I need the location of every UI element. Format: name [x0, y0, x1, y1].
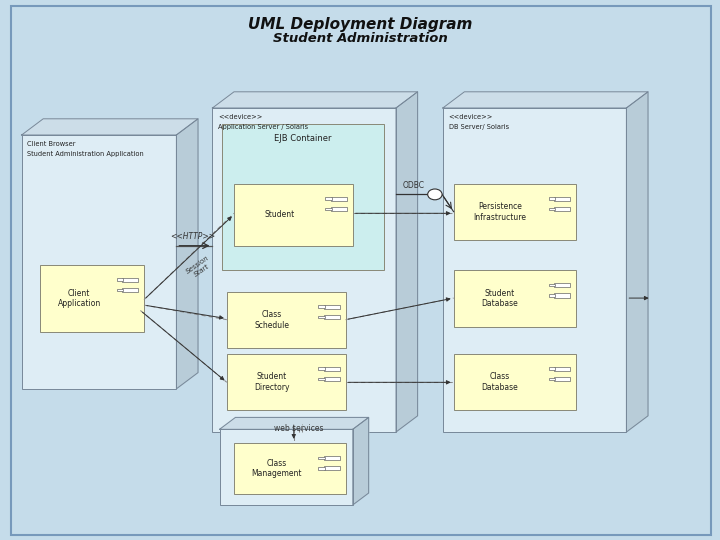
Text: UML Deployment Diagram: UML Deployment Diagram — [248, 17, 472, 32]
Text: Student
Directory: Student Directory — [254, 373, 289, 392]
Text: Client Browser: Client Browser — [27, 141, 76, 147]
Bar — [318, 368, 325, 370]
Bar — [212, 108, 396, 432]
Bar — [554, 197, 570, 201]
Bar — [117, 288, 123, 292]
Polygon shape — [443, 92, 648, 108]
Bar — [443, 108, 626, 432]
Bar — [454, 270, 576, 327]
Bar — [454, 184, 576, 240]
Bar — [554, 367, 570, 371]
Bar — [318, 378, 325, 381]
Text: DB Server/ Solaris: DB Server/ Solaris — [449, 124, 509, 130]
Polygon shape — [220, 417, 369, 429]
Text: Session
Start: Session Start — [185, 254, 214, 280]
Bar — [324, 367, 340, 371]
Polygon shape — [212, 92, 418, 108]
Bar — [549, 378, 555, 381]
Polygon shape — [353, 417, 369, 505]
Bar — [318, 315, 325, 319]
Bar — [318, 457, 325, 459]
Text: Class
Management: Class Management — [251, 459, 302, 478]
Text: web services: web services — [274, 424, 323, 433]
Bar — [117, 279, 123, 281]
Bar — [324, 305, 340, 309]
Bar — [122, 278, 138, 282]
Bar — [549, 294, 555, 297]
Polygon shape — [176, 119, 198, 389]
Bar — [324, 315, 340, 319]
Text: Student Administration: Student Administration — [273, 32, 447, 45]
Text: EJB Container: EJB Container — [274, 134, 331, 143]
Bar — [549, 198, 555, 200]
Bar — [331, 197, 347, 201]
Bar — [220, 429, 353, 505]
Bar — [549, 368, 555, 370]
Bar — [554, 283, 570, 287]
Text: Student: Student — [264, 210, 294, 219]
Text: Class
Schedule: Class Schedule — [254, 310, 289, 329]
Bar — [331, 207, 347, 211]
Bar — [324, 377, 340, 381]
Bar — [325, 198, 332, 200]
Bar — [554, 207, 570, 211]
Bar — [325, 208, 332, 211]
Bar — [454, 354, 576, 410]
Text: Application Server / Solaris: Application Server / Solaris — [218, 124, 308, 130]
Text: <<device>>: <<device>> — [449, 114, 493, 120]
Bar — [318, 306, 325, 308]
Polygon shape — [626, 92, 648, 432]
Text: <<HTTP>>: <<HTTP>> — [171, 232, 215, 241]
Text: <<device>>: <<device>> — [218, 114, 263, 120]
Bar — [234, 184, 353, 246]
Bar — [227, 354, 346, 410]
Bar — [222, 124, 384, 270]
Bar — [227, 292, 346, 348]
Bar — [122, 288, 138, 292]
Text: Client
Application: Client Application — [58, 289, 101, 308]
Bar — [234, 443, 346, 494]
Text: Student Administration Application: Student Administration Application — [27, 151, 144, 157]
Text: Class
Database: Class Database — [482, 373, 518, 392]
Bar — [324, 456, 340, 460]
Text: Student
Database: Student Database — [482, 289, 518, 308]
Polygon shape — [22, 119, 198, 135]
Circle shape — [428, 189, 442, 200]
Text: Persistence
Infrastructure: Persistence Infrastructure — [474, 202, 526, 221]
Bar — [554, 293, 570, 298]
Bar — [549, 208, 555, 211]
Bar — [22, 135, 176, 389]
Bar — [40, 265, 144, 332]
Bar — [549, 284, 555, 286]
Bar — [318, 467, 325, 469]
Bar — [324, 466, 340, 470]
Bar — [554, 377, 570, 381]
Text: ODBC: ODBC — [403, 181, 425, 190]
Polygon shape — [396, 92, 418, 432]
